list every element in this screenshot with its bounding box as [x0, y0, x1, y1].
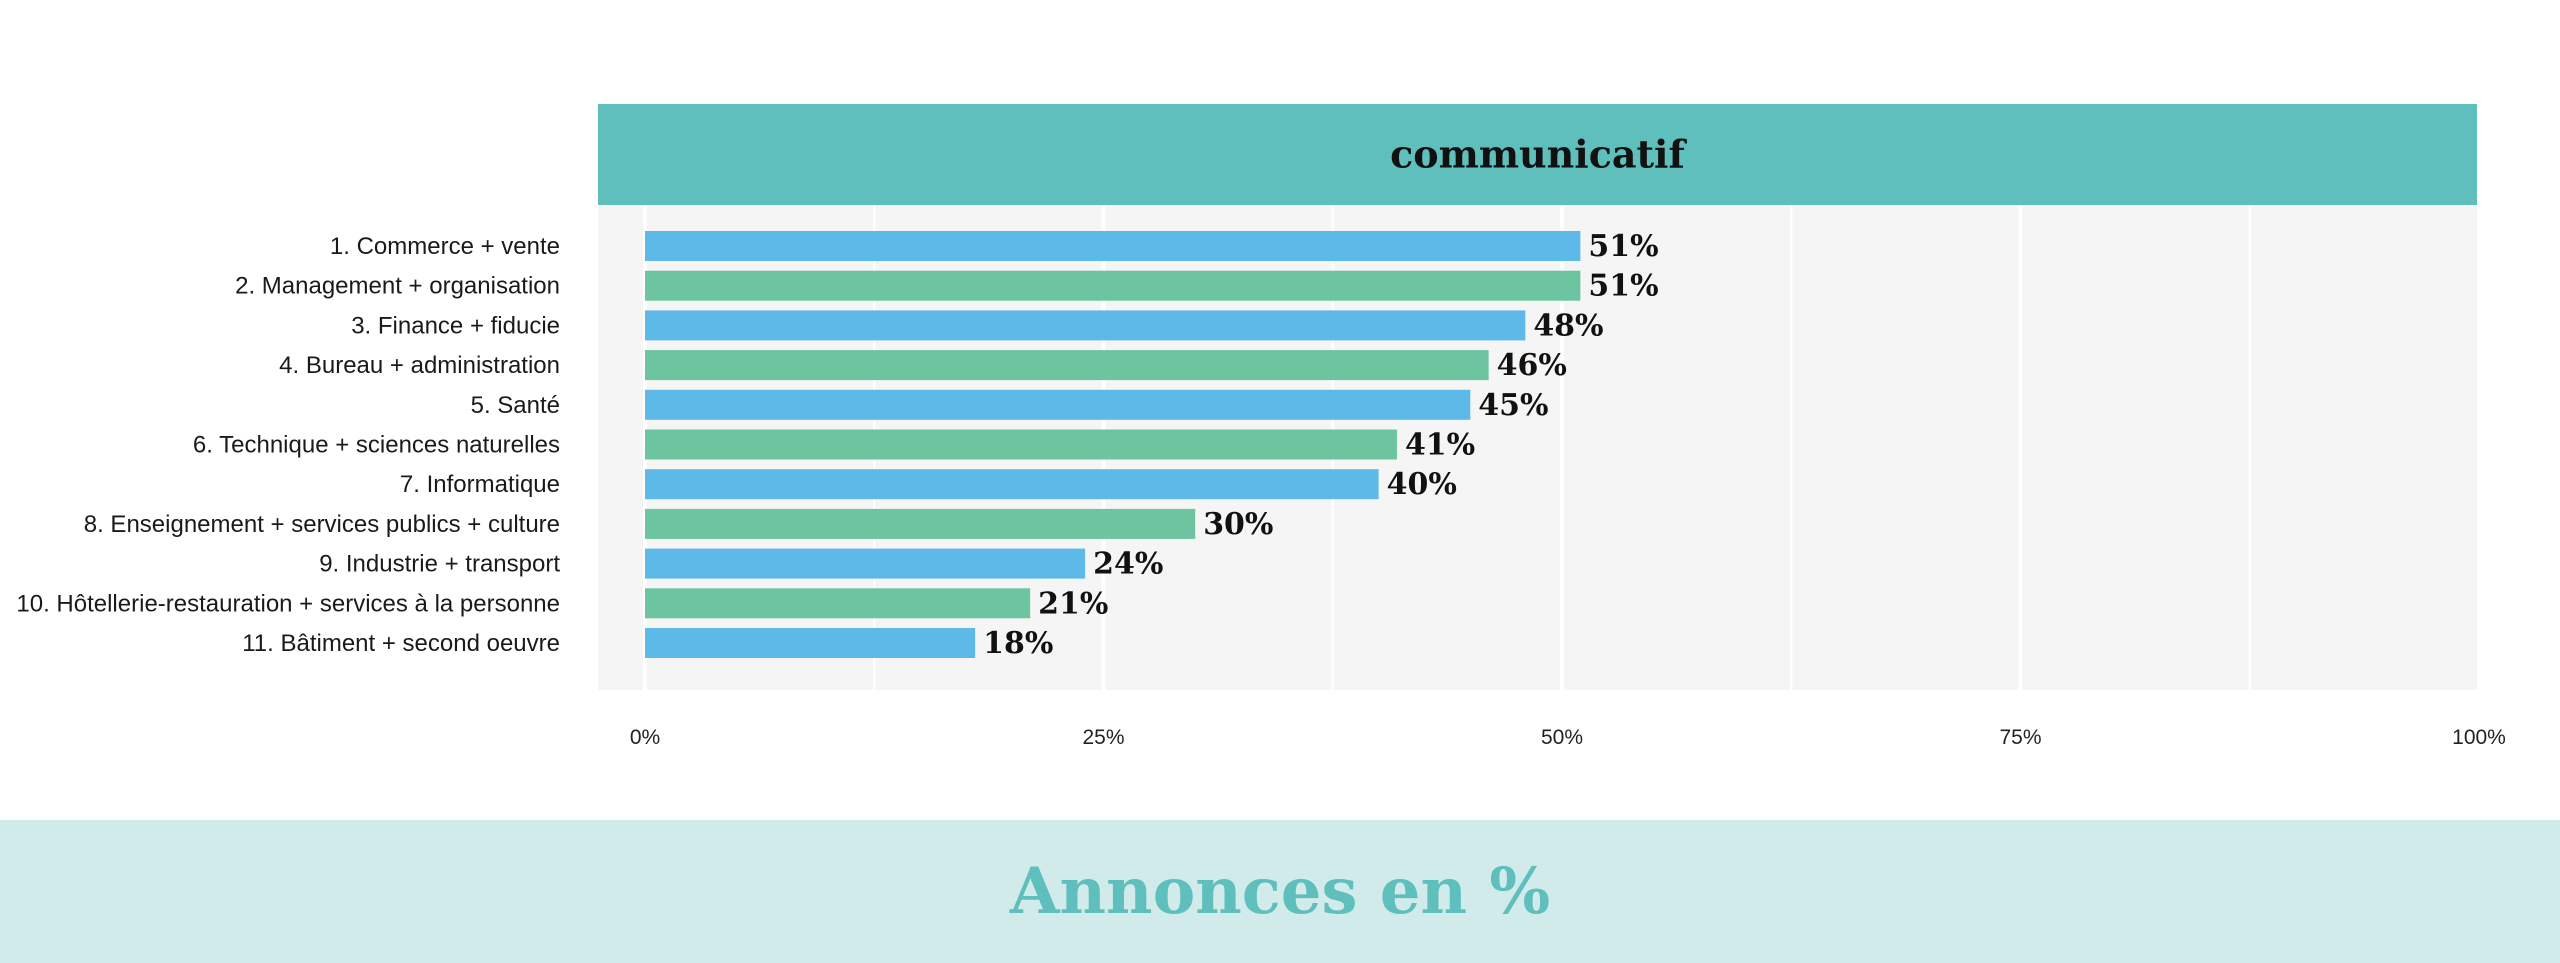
panel-title: communicatif — [1390, 132, 1687, 177]
bar — [645, 270, 1581, 301]
bar — [645, 389, 1471, 420]
value-labels: 51% 51% 48% 46% 45%41% 40% 30% 24% 21% 18% — [983, 229, 1658, 661]
category-label: 1. Commerce + vente — [330, 233, 560, 260]
bar — [645, 429, 1397, 460]
category-label: 6. Technique + sciences naturelles — [193, 432, 560, 459]
category-label: 9. Industrie + transport — [319, 551, 560, 578]
x-tick-label: 75% — [1999, 726, 2041, 749]
category-label: 11. Bâtiment + second oeuvre — [242, 630, 560, 657]
value-label: 41% — [1405, 428, 1475, 463]
bar — [645, 588, 1031, 619]
value-label: 30% — [1203, 507, 1273, 542]
bar — [645, 628, 976, 658]
category-labels: 1. Commerce + vente 2. Management + organ… — [16, 233, 560, 657]
value-label: 46% — [1497, 348, 1567, 383]
value-label: 48% — [1533, 308, 1603, 343]
x-tick-label: 0% — [630, 726, 660, 749]
footer-title: Annonces en % — [1009, 854, 1551, 929]
category-label: 5. Santé — [471, 392, 560, 419]
bar — [645, 548, 1086, 579]
x-axis-ticks: 0% 25% 50% 75% 100% — [630, 726, 2506, 749]
category-label: 2. Management + organisation — [235, 273, 560, 300]
x-tick-label: 100% — [2452, 726, 2506, 749]
bar — [645, 508, 1196, 539]
category-label: 3. Finance + fiducie — [351, 312, 560, 339]
value-label: 24% — [1093, 547, 1163, 582]
value-label: 18% — [983, 626, 1053, 661]
bars — [645, 231, 1581, 658]
category-label: 10. Hôtellerie-restauration + services à… — [16, 590, 560, 617]
footer-band: Annonces en % — [0, 820, 2560, 963]
bar — [645, 350, 1489, 381]
bar — [645, 310, 1526, 341]
value-label: 51% — [1588, 229, 1658, 264]
category-label: 4. Bureau + administration — [279, 352, 560, 379]
panel-header — [598, 104, 2477, 205]
value-label: 45% — [1478, 388, 1548, 423]
x-tick-label: 25% — [1082, 726, 1124, 749]
value-label: 51% — [1588, 269, 1658, 304]
category-label: 7. Informatique — [400, 471, 560, 498]
x-tick-label: 50% — [1541, 726, 1583, 749]
bar — [645, 231, 1581, 261]
category-label: 8. Enseignement + services publics + cul… — [84, 511, 560, 538]
value-label: 21% — [1038, 586, 1108, 621]
bar — [645, 469, 1379, 500]
value-label: 40% — [1387, 467, 1457, 502]
bar-chart: communicatif 1. Commerce + vente 2. Manag… — [16, 104, 2506, 749]
